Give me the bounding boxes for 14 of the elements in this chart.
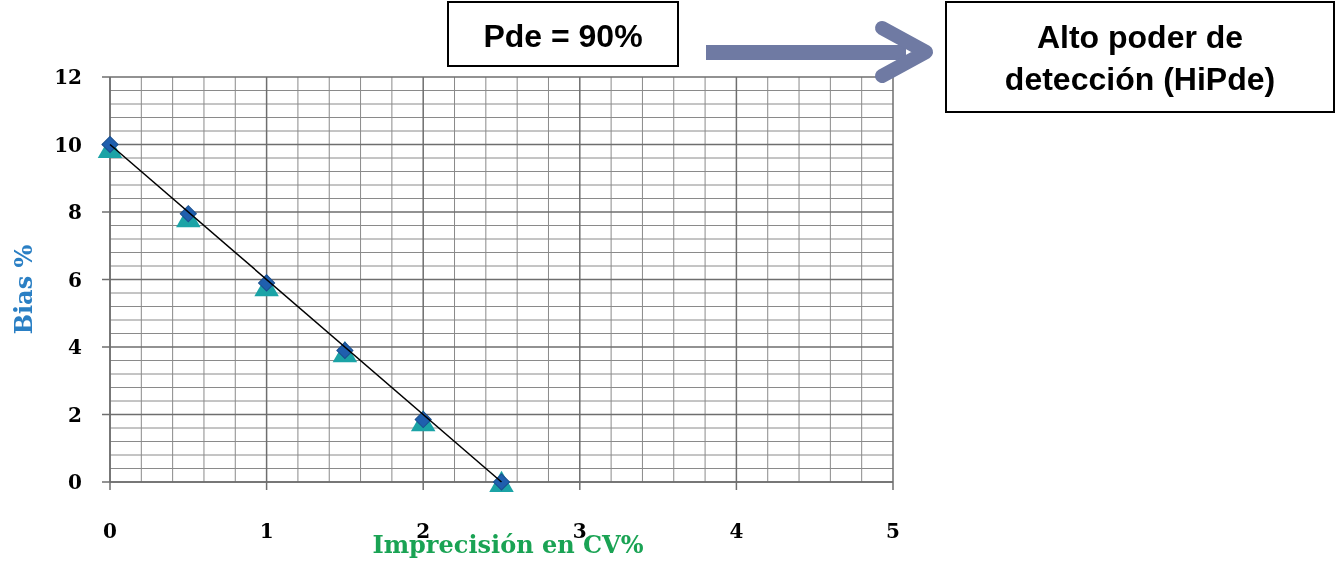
- y-tick-label: 10: [54, 132, 82, 157]
- x-tick-label: 1: [259, 519, 274, 543]
- y-tick-label: 12: [54, 65, 82, 89]
- x-tick-label: 4: [729, 519, 744, 543]
- x-tick-label: 5: [886, 519, 900, 543]
- y-tick-label: 0: [68, 470, 82, 494]
- y-tick-label: 8: [68, 200, 82, 224]
- y-tick-label: 4: [68, 335, 83, 359]
- y-axis-title: Bias %: [9, 244, 38, 335]
- x-tick-label: 0: [103, 519, 117, 543]
- y-tick-label: 2: [68, 402, 82, 427]
- y-tick-label: 6: [68, 267, 82, 292]
- text: Alto poder de detección (HiPde): [1004, 19, 1276, 97]
- text: Pde = 90%: [483, 18, 643, 54]
